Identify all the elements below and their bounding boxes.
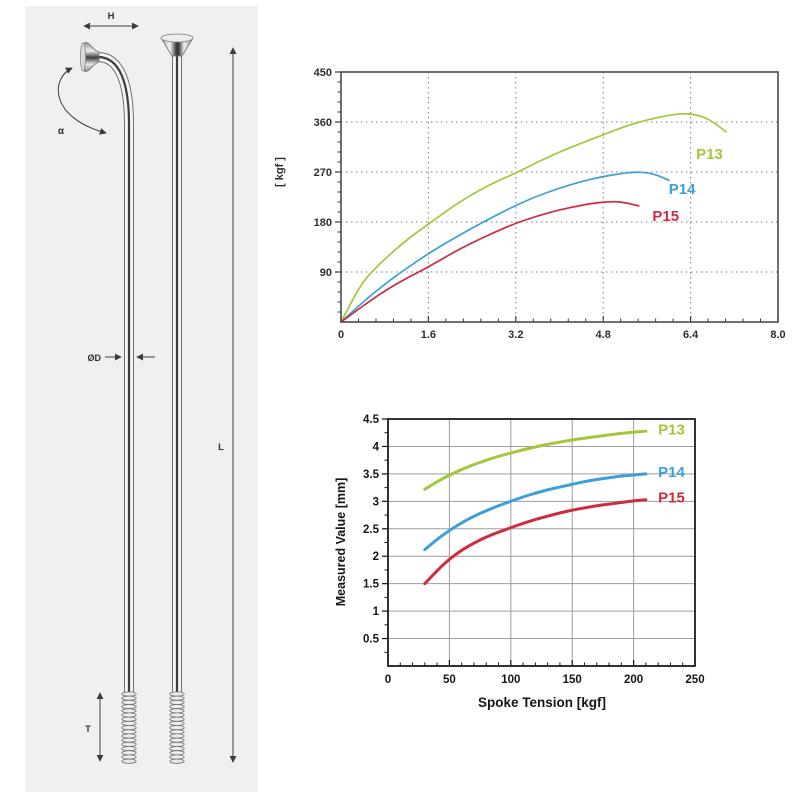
series-label-p13: P13 [658, 421, 685, 438]
thread-ridge [121, 758, 137, 764]
series-label-p14: P14 [669, 181, 696, 198]
y-axis-title: Measured Value [mm] [334, 478, 348, 607]
thread-ridge [121, 725, 137, 731]
series-p15 [340, 200, 640, 323]
thread-ridge [169, 746, 185, 752]
label-thread: T [85, 724, 91, 734]
thread-ridge [121, 691, 137, 697]
spoke-straight-head-top [160, 33, 194, 43]
label-head-width: H [108, 11, 115, 22]
xtick-label: 1.6 [421, 329, 436, 341]
thread-ridge [169, 725, 185, 731]
thread-ridge [169, 716, 185, 722]
tension-measured-value-chart: P13 P14 P15 0 50 100 150 200 250 0.5 1 1.5 2 2.5 3 3.5 4… [334, 414, 705, 710]
xtick-label: 200 [624, 674, 643, 686]
x-axis-title: Spoke Tension [kgf] [478, 695, 606, 710]
thread-ridge [121, 754, 137, 760]
ytick-label: 4.5 [363, 414, 380, 426]
thread-ridge [121, 746, 137, 752]
xtick-label: 50 [443, 674, 456, 686]
ytick-label: 90 [320, 267, 332, 279]
series-p13 [340, 112, 727, 323]
thread-ridge [169, 699, 185, 705]
thread-ridge [169, 733, 185, 739]
spoke-jbend-head-face [80, 42, 86, 72]
xtick-label: 0 [385, 674, 391, 686]
thread-ridge [121, 720, 137, 726]
spoke-jbend-shaft-outline [93, 52, 134, 700]
series-p14 [423, 472, 648, 552]
series-p15 [423, 498, 648, 586]
series-label-p14: P14 [658, 464, 685, 481]
thread-ridge [169, 750, 185, 756]
ytick-label: 3.5 [363, 469, 380, 481]
thread-ridge [121, 704, 137, 710]
ytick-label: 4 [373, 441, 380, 453]
thread-ridge [169, 754, 185, 760]
spoke-straight [160, 33, 194, 764]
label-length: L [218, 442, 224, 453]
ytick-label: 1.5 [363, 579, 380, 591]
plot-border [340, 71, 779, 323]
label-diameter: ØD [88, 353, 102, 363]
thread-ridge [121, 712, 137, 718]
ytick-label: 3 [373, 496, 379, 508]
ytick-label: 2 [373, 551, 379, 563]
xtick-label: 150 [563, 674, 582, 686]
thread-ridge [169, 691, 185, 697]
xtick-label: 6.4 [683, 329, 699, 341]
thread-ridge [121, 737, 137, 743]
thread-ridge [121, 699, 137, 705]
xtick-label: 4.8 [596, 329, 611, 341]
xtick-label: 100 [501, 674, 520, 686]
label-angle: α [58, 126, 65, 137]
series-p13 [423, 429, 648, 491]
ytick-label: 270 [314, 167, 332, 179]
thread-ridge [169, 720, 185, 726]
series-label-p13: P13 [696, 146, 723, 163]
thread-ridge [169, 695, 185, 701]
thread-ridge [169, 741, 185, 747]
thread-ridge [121, 695, 137, 701]
y-axis-title: [ kgf ] [274, 157, 286, 187]
plot-border [387, 418, 696, 667]
thread-ridge [169, 729, 185, 735]
thread-ridge [121, 708, 137, 714]
thread-ridge [121, 729, 137, 735]
thread-ridge [121, 741, 137, 747]
series-p14 [340, 171, 670, 323]
thread-section [121, 691, 137, 764]
thread-ridge [121, 750, 137, 756]
spoke-jbend [80, 42, 137, 764]
spoke-jbend-shaft-core [96, 55, 131, 697]
spoke-diagram-panel: H α ØD L T [25, 6, 258, 792]
ytick-label: 2.5 [363, 524, 380, 536]
dimension-arc-angle [57, 67, 107, 135]
series-label-p15: P15 [652, 208, 679, 225]
xtick-label: 8.0 [770, 329, 785, 341]
xtick-label: 0 [338, 329, 344, 341]
thread-ridge [169, 712, 185, 718]
ytick-label: 0.5 [363, 634, 380, 646]
thread-ridge [169, 704, 185, 710]
ytick-label: 180 [314, 217, 332, 229]
series-label-p15: P15 [658, 489, 685, 506]
thread-ridge [169, 708, 185, 714]
ytick-label: 360 [314, 117, 332, 129]
thread-ridge [121, 733, 137, 739]
ytick-label: 1 [373, 606, 380, 618]
xtick-label: 250 [685, 674, 704, 686]
spoke-diagram: H α ØD L T [57, 11, 237, 764]
thread-section [169, 691, 185, 764]
thread-ridge [121, 716, 137, 722]
force-elongation-chart: P13 P14 P15 0 1.6 3.2 4.8 6.4 8.0 90 180 270 360 450 [… [274, 67, 786, 341]
thread-ridge [169, 758, 185, 764]
thread-ridge [169, 737, 185, 743]
xtick-label: 3.2 [508, 329, 523, 341]
ytick-label: 450 [314, 67, 332, 79]
